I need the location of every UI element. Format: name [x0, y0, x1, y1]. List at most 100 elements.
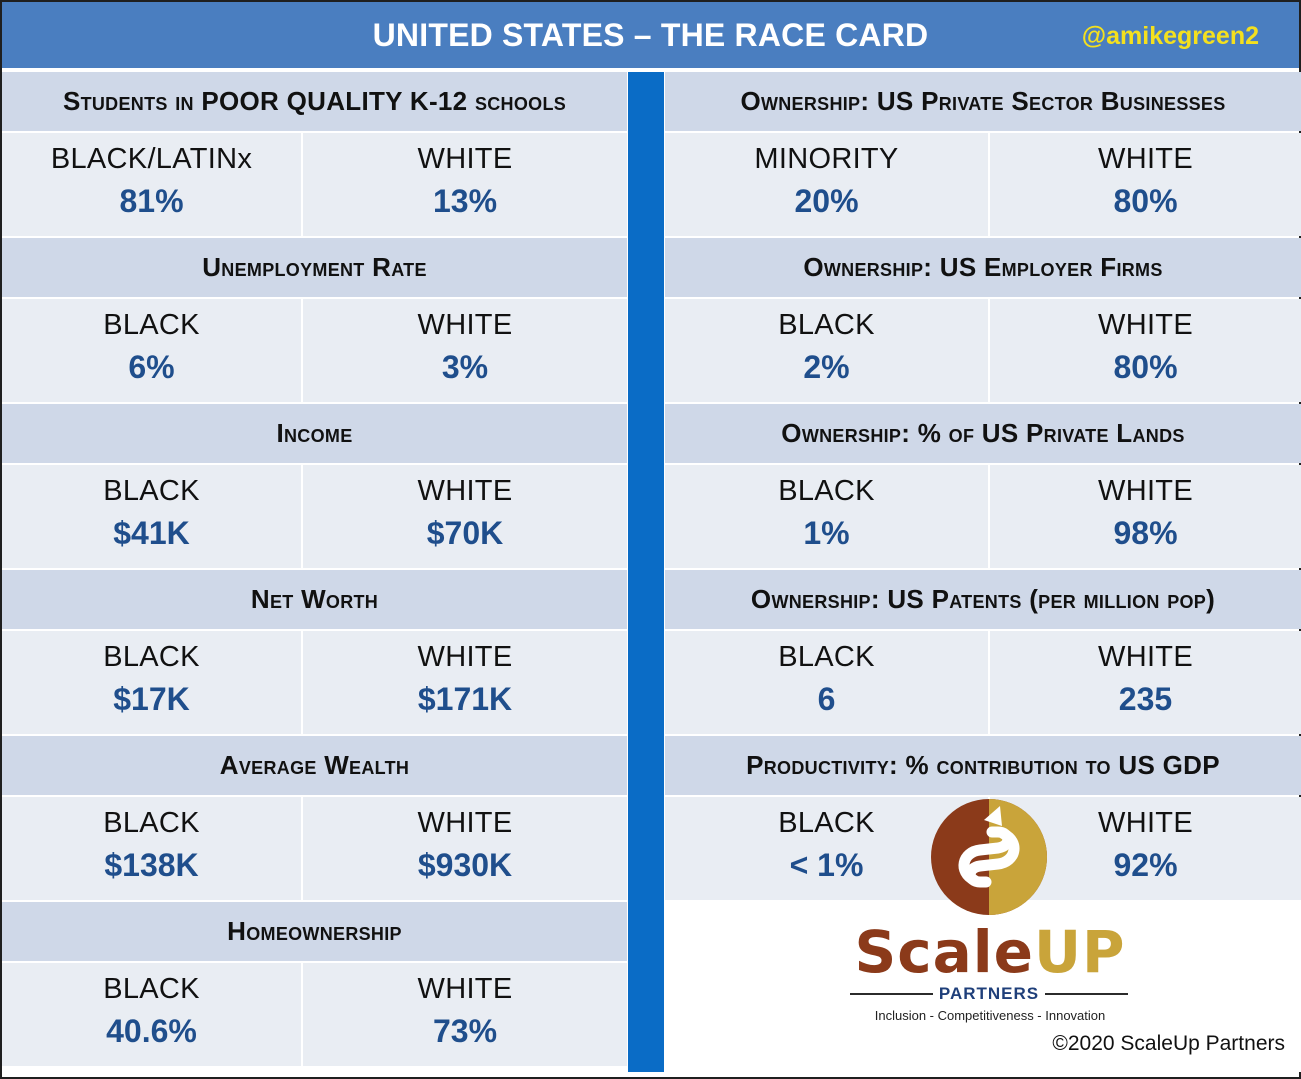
stat-heading: Ownership: % of US Private Lands [665, 404, 1301, 463]
group-label: BLACK [778, 807, 875, 839]
brand-scale: Scale [854, 918, 1034, 986]
stat-cell-a: BLACK $41K [2, 465, 301, 568]
group-value: 1% [803, 515, 850, 551]
group-label: BLACK [103, 309, 200, 341]
brand-tagline: Inclusion - Competitiveness - Innovation [874, 1008, 1106, 1023]
rule-line [1045, 993, 1128, 995]
group-label: BLACK [103, 807, 200, 839]
group-value: 73% [432, 1013, 498, 1049]
group-value: 6% [128, 349, 175, 385]
group-value: 6 [817, 681, 836, 717]
group-value: 92% [1113, 847, 1178, 883]
stat-cell-b: WHITE 80% [990, 133, 1301, 236]
stat-heading: Average Wealth [2, 736, 627, 795]
stat-employer-firms: Ownership: US Employer Firms BLACK 2% WH… [665, 238, 1301, 404]
stat-cell-a: BLACK $138K [2, 797, 301, 900]
stat-cell-b: WHITE 235 [990, 631, 1301, 734]
group-label: WHITE [1098, 475, 1193, 507]
stat-cell-a: BLACK/LATINx 81% [2, 133, 301, 236]
stat-cell-a: BLACK 1% [665, 465, 988, 568]
stat-heading: Net Worth [2, 570, 627, 629]
group-label: BLACK [778, 475, 875, 507]
stat-net-worth: Net Worth BLACK $17K WHITE $171K [2, 570, 627, 736]
group-value: $70K [426, 515, 504, 551]
group-value: $41K [113, 515, 190, 551]
brand-partners-row: PARTNERS [850, 983, 1128, 1005]
group-value: 20% [794, 183, 859, 219]
group-value: < 1% [789, 847, 864, 883]
stat-private-businesses: Ownership: US Private Sector Businesses … [665, 72, 1301, 238]
stat-heading: Ownership: US Private Sector Businesses [665, 72, 1301, 131]
stat-heading: Income [2, 404, 627, 463]
stat-cell-b: WHITE $70K [303, 465, 627, 568]
brand-wordmark: ScaleUP [845, 920, 1135, 984]
stat-private-lands: Ownership: % of US Private Lands BLACK 1… [665, 404, 1301, 570]
stat-heading: Productivity: % contribution to US GDP [665, 736, 1301, 795]
stat-cell-a: BLACK $17K [2, 631, 301, 734]
stat-cell-a: BLACK 40.6% [2, 963, 301, 1066]
twitter-handle: @amikegreen2 [1081, 22, 1259, 50]
stat-cell-b: WHITE 3% [303, 299, 627, 402]
group-value: $930K [417, 847, 513, 883]
stat-average-wealth: Average Wealth BLACK $138K WHITE $930K [2, 736, 627, 902]
stat-cell-b: WHITE $930K [303, 797, 627, 900]
group-label: BLACK [778, 309, 875, 341]
group-value: 98% [1113, 515, 1178, 551]
scaleup-logo-icon [931, 799, 1047, 915]
stat-patents: Ownership: US Patents (per million pop) … [665, 570, 1301, 736]
stat-cell-a: BLACK 2% [665, 299, 988, 402]
group-label: BLACK/LATINx [50, 143, 253, 175]
stat-income: Income BLACK $41K WHITE $70K [2, 404, 627, 570]
group-value: 80% [1113, 349, 1178, 385]
group-label: BLACK [103, 475, 200, 507]
group-value: 3% [441, 349, 489, 385]
group-value: 81% [119, 183, 184, 219]
stat-cell-b: WHITE 80% [990, 299, 1301, 402]
stat-cell-a: BLACK 6% [2, 299, 301, 402]
group-label: WHITE [417, 641, 513, 673]
group-label: WHITE [1098, 641, 1193, 673]
stat-cell-b: WHITE 13% [303, 133, 627, 236]
group-label: BLACK [103, 973, 200, 1005]
group-value: 80% [1113, 183, 1178, 219]
stat-unemployment: Unemployment Rate BLACK 6% WHITE 3% [2, 238, 627, 404]
group-label: WHITE [1098, 309, 1193, 341]
stat-heading: Students in POOR QUALITY K-12 schools [2, 72, 627, 131]
stat-homeownership: Homeownership BLACK 40.6% WHITE 73% [2, 902, 627, 1068]
group-label: WHITE [417, 973, 513, 1005]
group-label: WHITE [1098, 807, 1193, 839]
stat-cell-a: MINORITY 20% [665, 133, 988, 236]
group-value: 40.6% [106, 1013, 197, 1049]
group-value: 13% [432, 183, 498, 219]
group-label: WHITE [417, 143, 513, 175]
copyright-notice: ©2020 ScaleUp Partners [1052, 1032, 1285, 1055]
stat-k12-schools: Students in POOR QUALITY K-12 schools BL… [2, 72, 627, 238]
stat-heading: Unemployment Rate [2, 238, 627, 297]
column-divider [628, 72, 664, 1072]
stat-gdp-contribution: Productivity: % contribution to US GDP B… [665, 736, 1301, 902]
stat-cell-a: BLACK 6 [665, 631, 988, 734]
page-title: UNITED STATES – THE RACE CARD [372, 17, 929, 53]
stat-cell-b: WHITE 98% [990, 465, 1301, 568]
title-bar: UNITED STATES – THE RACE CARD @amikegree… [2, 2, 1299, 68]
brand-partners: PARTNERS [938, 984, 1040, 1003]
group-value: 235 [1118, 681, 1173, 717]
brand-up: UP [1033, 918, 1126, 986]
group-label: BLACK [103, 641, 200, 673]
stat-cell-b: WHITE 73% [303, 963, 627, 1066]
stat-cell-b: WHITE $171K [303, 631, 627, 734]
stat-cell-a: BLACK < 1% [665, 797, 988, 900]
group-value: $138K [104, 847, 199, 883]
group-value: $17K [113, 681, 190, 717]
stat-heading: Ownership: US Patents (per million pop) [665, 570, 1301, 629]
stat-heading: Ownership: US Employer Firms [665, 238, 1301, 297]
rule-line [850, 993, 933, 995]
group-label: WHITE [417, 807, 513, 839]
group-label: WHITE [1098, 143, 1193, 175]
group-label: MINORITY [754, 143, 899, 175]
logo-area [665, 900, 1301, 1072]
group-value: 2% [803, 349, 850, 385]
group-label: BLACK [778, 641, 875, 673]
stat-heading: Homeownership [2, 902, 627, 961]
